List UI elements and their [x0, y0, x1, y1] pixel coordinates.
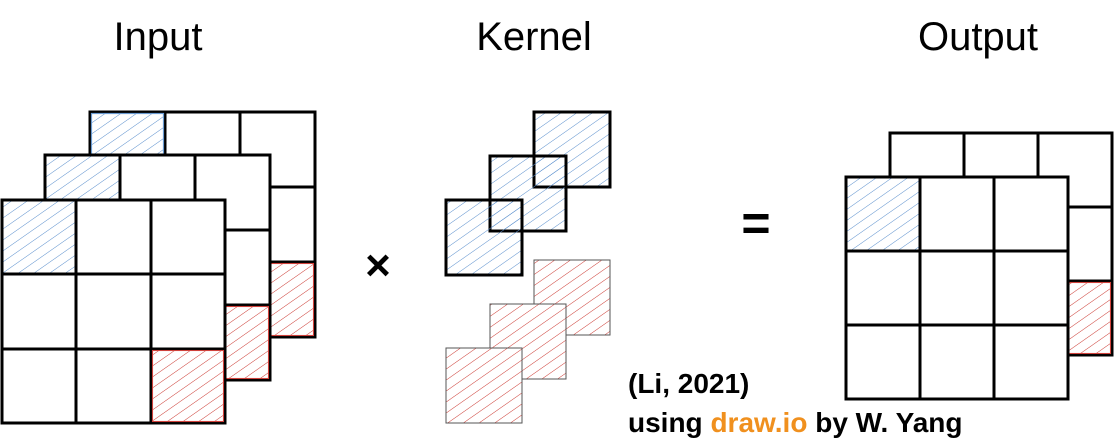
- multiply-operator: ×: [365, 241, 391, 290]
- output-stack: [846, 133, 1112, 399]
- drawio-brand: draw.io: [710, 407, 807, 438]
- kernel-title: Kernel: [476, 15, 592, 59]
- input-title: Input: [114, 15, 203, 59]
- kernel-red-front: [446, 348, 522, 423]
- input-front-red-cell: [153, 351, 224, 422]
- output-layer-front: [846, 177, 1068, 399]
- kernel-red-stack: [446, 260, 610, 423]
- equals-operator: =: [741, 195, 770, 251]
- kernel-blue-stack: [446, 112, 610, 275]
- credit-line: using draw.io by W. Yang: [628, 407, 963, 438]
- input-stack: [2, 112, 315, 423]
- input-front-blue-cell: [4, 202, 75, 273]
- input-layer-front: [2, 200, 225, 423]
- credit-suffix: by W. Yang: [807, 407, 962, 438]
- kernel-blue-front: [446, 200, 522, 275]
- citation-text: (Li, 2021): [628, 368, 749, 399]
- credit-prefix: using: [628, 407, 710, 438]
- output-front-blue-cell: [848, 179, 919, 250]
- output-title: Output: [918, 15, 1038, 59]
